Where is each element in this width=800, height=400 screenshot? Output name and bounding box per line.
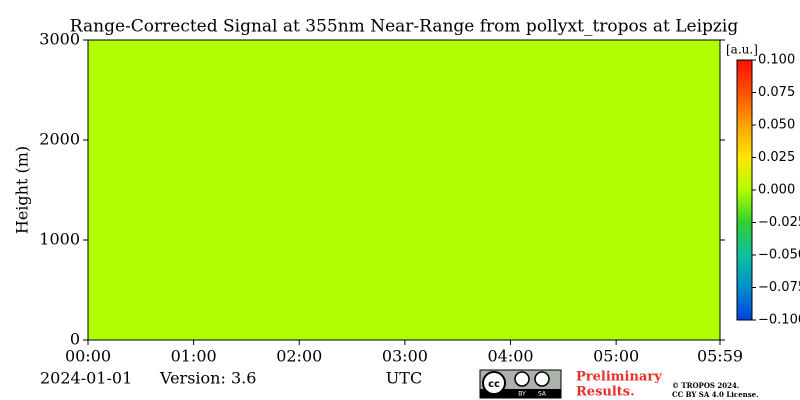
sa-text: SA [538, 391, 547, 398]
by-text: BY [518, 391, 526, 398]
colorbar [736, 59, 753, 321]
colorbar-tick-label: 0.050 [758, 118, 795, 133]
copyright-line: CC BY SA 4.0 License. [672, 390, 759, 399]
x-tick-label: 05:59 [697, 347, 743, 366]
sa-circle [534, 371, 550, 387]
x-tick-label: 00:00 [65, 347, 111, 366]
x-tick-label: 04:00 [487, 347, 533, 366]
x-tick-label: 03:00 [382, 347, 428, 366]
x-tick-label: 05:00 [593, 347, 639, 366]
colorbar-tick-label: −0.075 [758, 280, 800, 295]
x-tick-label: 02:00 [276, 347, 322, 366]
colorbar-tick-label: 0.000 [758, 183, 795, 198]
colorbar-label: [a.u.] [726, 43, 758, 57]
cc-text: cc [488, 379, 500, 390]
version: Version: 3.6 [159, 369, 256, 388]
x-axis-label: UTC [386, 369, 422, 388]
y-tick-label: 0 [70, 330, 80, 349]
colorbar-tick-label: −0.100 [758, 313, 800, 328]
colorbar-tick-label: 0.075 [758, 85, 795, 100]
notice-line: Preliminary [576, 370, 662, 385]
chart-title: Range-Corrected Signal at 355nm Near-Ran… [70, 17, 739, 37]
colorbar-tick-label: 0.100 [758, 53, 795, 68]
copyright-line: © TROPOS 2024. [672, 381, 739, 390]
colorbar-tick-label: −0.025 [758, 215, 800, 230]
date: 2024-01-01 [40, 369, 132, 388]
y-axis-label: Height (m) [13, 146, 32, 234]
by-circle [514, 371, 530, 387]
y-tick-label: 3000 [39, 30, 80, 49]
plot-frame [87, 39, 721, 341]
heatmap-cell [88, 40, 720, 340]
y-tick-label: 1000 [39, 230, 80, 249]
badge-strip [480, 389, 561, 398]
y-tick-label: 2000 [39, 130, 80, 149]
x-tick-label: 01:00 [171, 347, 217, 366]
colorbar-tick-label: 0.025 [758, 150, 795, 165]
colorbar-tick-label: −0.050 [758, 248, 800, 263]
license-badge: cc BY SA [479, 369, 562, 399]
cc-circle [482, 371, 506, 395]
notice-line: Results. [576, 385, 635, 400]
